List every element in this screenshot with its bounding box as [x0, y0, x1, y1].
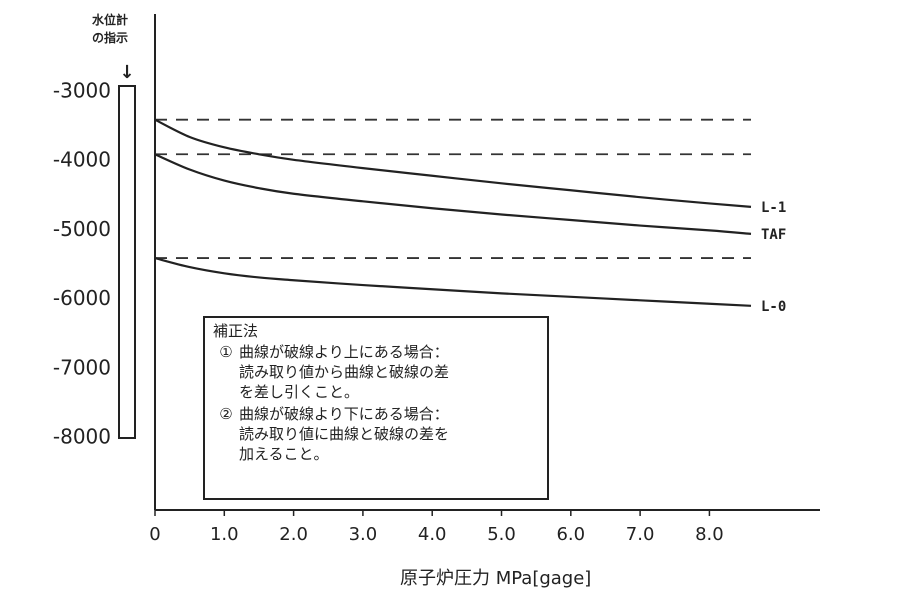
gauge-arrow-icon: ↓: [119, 62, 134, 83]
curve-labels: L-1 TAF L-0: [761, 200, 786, 315]
y-tick-labels: -3000 -4000 -5000 -6000 -7000 -8000: [53, 79, 111, 449]
curve-label: TAF: [761, 227, 786, 243]
y-tick-label: -3000: [53, 79, 111, 103]
curve-label: L-0: [761, 299, 786, 315]
gauge-bar: [118, 85, 136, 439]
rule-1-line-2: 読み取り値から曲線と破線の差: [239, 363, 450, 381]
y-tick-label: -4000: [53, 148, 111, 172]
correction-method-title: 補正法: [213, 322, 259, 340]
rule-1-text: 曲線が破線より上にある場合： 読み取り値から曲線と破線の差 を差し引くこと。: [239, 342, 539, 402]
x-tick-label: 2.0: [279, 524, 308, 545]
correction-rule-2: ② 曲線が破線より下にある場合： 読み取り値に曲線と破線の差を 加えること。: [213, 404, 539, 464]
rule-2-line-2: 読み取り値に曲線と破線の差を: [239, 425, 450, 443]
gauge-title-line-2: の指示: [92, 30, 128, 45]
y-tick-label: -6000: [53, 286, 111, 310]
x-tick-label: 8.0: [695, 524, 724, 545]
correction-method-box: 補正法 ① 曲線が破線より上にある場合： 読み取り値から曲線と破線の差 を差し引…: [203, 316, 549, 500]
curve-l-1: [154, 118, 752, 208]
y-tick-label: -5000: [53, 217, 111, 241]
x-tick-label: 6.0: [556, 524, 585, 545]
correction-rule-1: ① 曲線が破線より上にある場合： 読み取り値から曲線と破線の差 を差し引くこと。: [213, 342, 539, 402]
x-tick-label: 7.0: [626, 524, 655, 545]
x-tick-label: 1.0: [210, 524, 239, 545]
curve-l-0: [154, 257, 752, 307]
rule-2-line-3: 加えること。: [239, 445, 329, 463]
y-tick-label: -8000: [53, 425, 111, 449]
rule-2-line-1: 曲線が破線より下にある場合：: [239, 405, 449, 423]
curve-taf: [154, 153, 752, 235]
curves: [154, 118, 752, 307]
x-tick-label: 0: [149, 524, 160, 545]
rule-1-line-3: を差し引くこと。: [239, 383, 360, 401]
water-level-gauge: 水位計 の指示 ↓: [92, 12, 136, 439]
rule-2-marker: ②: [219, 405, 233, 423]
rule-1-marker: ①: [219, 343, 233, 361]
x-tick-label: 5.0: [487, 524, 516, 545]
curve-label: L-1: [761, 200, 786, 216]
x-axis-title: 原子炉圧力 MPa[gage]: [400, 568, 591, 589]
x-tick-label: 3.0: [349, 524, 378, 545]
rule-2-text: 曲線が破線より下にある場合： 読み取り値に曲線と破線の差を 加えること。: [239, 404, 539, 464]
reference-lines: [155, 118, 751, 259]
gauge-title-line-1: 水位計: [92, 12, 128, 27]
x-tick-label: 4.0: [418, 524, 447, 545]
x-ticks: 0 1.0 2.0 3.0 4.0 5.0 6.0 7.0 8.0: [149, 510, 724, 545]
y-tick-label: -7000: [53, 355, 111, 379]
rule-1-line-1: 曲線が破線より上にある場合：: [239, 343, 449, 361]
